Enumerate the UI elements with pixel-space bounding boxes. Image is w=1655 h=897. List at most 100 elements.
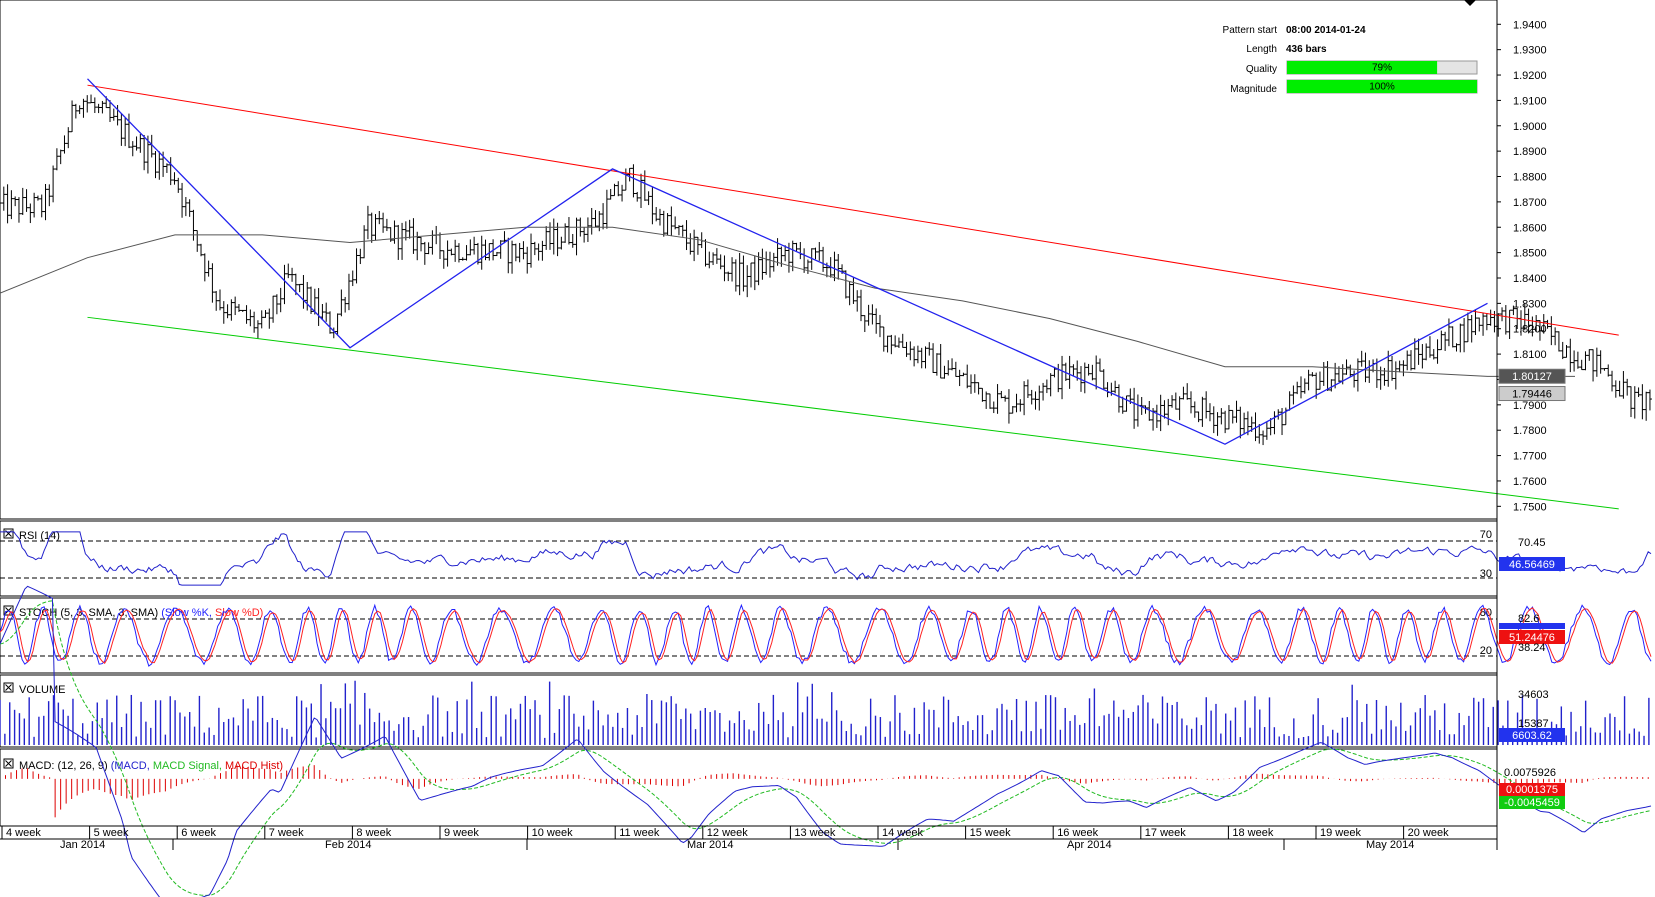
stoch-k-legend: (Slow %K, [161, 607, 212, 619]
stoch-level-20-label: 20 [1480, 645, 1492, 657]
price-tag-text: 1.79446 [1512, 389, 1552, 401]
rsi-axis-tick-70-45: 70.45 [1518, 537, 1546, 549]
price-tag-box [1498, 386, 1566, 402]
price-tag-box [1498, 368, 1566, 384]
stoch-value-tag [1499, 630, 1565, 644]
macd-close-icon-glyph [5, 760, 12, 767]
week-label: 14 week [882, 827, 923, 839]
price-axis-label: 1.9300 [1513, 45, 1547, 57]
magnitude-value: 100% [1369, 82, 1395, 93]
month-label: Apr 2014 [1067, 839, 1112, 851]
price-tags: 1.80127 1.79446 [1498, 368, 1566, 402]
pattern-zigzag-line [87, 78, 1488, 445]
stoch-k-line [0, 603, 1652, 667]
magnitude-label: Magnitude [1230, 84, 1277, 95]
price-axis-label: 1.7900 [1513, 400, 1547, 412]
month-label: May 2014 [1366, 839, 1414, 851]
price-panel: 1.75001.76001.77001.78001.79001.80001.81… [0, 0, 1652, 520]
price-axis-label: 1.8800 [1513, 172, 1547, 184]
week-label: 15 week [970, 827, 1011, 839]
price-axis-label: 1.8100 [1513, 349, 1547, 361]
stoch-d-legend: Slow %D) [215, 607, 263, 619]
price-tag-text: 1.80127 [1512, 371, 1552, 383]
stoch-axis-tick-38-24: 38.24 [1518, 642, 1546, 654]
volume-axis-tick-34603: 34603 [1518, 689, 1549, 701]
macd-signal-line [0, 600, 1652, 896]
macd-hist-legend: MACD Hist) [225, 760, 283, 772]
month-label: Feb 2014 [325, 839, 371, 851]
x-axis: 4 week 5 week 6 week 7 week 8 week 9 week 10 w… [0, 0, 1498, 851]
rsi-level-30-label: 30 [1480, 568, 1492, 580]
quality-label: Quality [1246, 64, 1277, 75]
week-label: 18 week [1232, 827, 1273, 839]
support-line [87, 316, 1619, 510]
price-axis-label: 1.8600 [1513, 222, 1547, 234]
week-label: 5 week [94, 827, 129, 839]
month-label: Mar 2014 [687, 839, 733, 851]
magnitude-bar-fill [1287, 80, 1477, 93]
resistance-line [87, 84, 1619, 336]
price-axis-label: 1.9100 [1513, 95, 1547, 107]
pattern-start-label: Pattern start [1223, 25, 1278, 36]
price-axis-label: 1.8300 [1513, 298, 1547, 310]
rsi-panel: RSI (14) 70 30 70.45 46.56469 [0, 520, 1652, 597]
stoch-value-tag-text: 51.24476 [1509, 632, 1555, 644]
pattern-start-value: 08:00 2014-01-24 [1286, 25, 1366, 36]
week-label: 16 week [1057, 827, 1098, 839]
volume-close-icon-glyph [5, 684, 12, 691]
volume-value-tag-text: 6603.62 [1512, 730, 1552, 742]
rsi-value-tag-text: 46.56469 [1509, 559, 1555, 571]
price-axis-label: 1.8700 [1513, 197, 1547, 209]
price-axis-label: 1.9400 [1513, 19, 1547, 31]
week-label: 17 week [1145, 827, 1186, 839]
stoch-d-line [0, 607, 1652, 664]
scroll-marker-icon[interactable] [1464, 0, 1476, 6]
week-label: 11 week [619, 827, 660, 839]
price-axis-label: 1.7600 [1513, 476, 1547, 488]
week-label: 7 week [269, 827, 304, 839]
week-labels: 4 week 5 week 6 week 7 week 8 week 9 week 10 w… [1, 826, 1449, 839]
macd-signal-value-tag [1499, 796, 1565, 809]
volume-bars [0, 680, 1650, 745]
price-axis-label: 1.9200 [1513, 70, 1547, 82]
month-label: Jan 2014 [60, 839, 105, 851]
rsi-value-tag [1499, 557, 1565, 571]
month-labels: Jan 2014 Feb 2014 Mar 2014 Apr 2014 May 2014 [60, 839, 1414, 851]
quality-value: 79% [1372, 63, 1392, 74]
price-axis-label: 1.8900 [1513, 146, 1547, 158]
moving-average-line [0, 226, 1575, 377]
rsi-level-70-label: 70 [1480, 529, 1492, 541]
price-axis-label: 1.7500 [1513, 501, 1547, 513]
pattern-info-box: Pattern start 08:00 2014-01-24 Length 43… [1223, 25, 1478, 95]
week-label: 19 week [1320, 827, 1361, 839]
week-label: 9 week [444, 827, 479, 839]
rsi-line [0, 531, 1652, 586]
macd-signal-value-tag-text: -0.0045459 [1504, 797, 1560, 809]
volume-panel: VOLUME 34603 15387 6603.62 [0, 674, 1650, 748]
week-label: 8 week [356, 827, 391, 839]
price-bars [0, 94, 1652, 446]
price-axis-label: 1.7700 [1513, 451, 1547, 463]
week-label: 4 week [6, 827, 41, 839]
macd-line [0, 585, 1652, 897]
price-axis-label: 1.9000 [1513, 121, 1547, 133]
length-value: 436 bars [1286, 44, 1327, 55]
volume-title: VOLUME [19, 684, 65, 696]
macd-legend: (MACD, [111, 760, 150, 772]
macd-value-tag [1499, 783, 1565, 796]
week-label: 10 week [532, 827, 573, 839]
macd-value-tag-text: 0.0001375 [1506, 784, 1558, 796]
macd-axis-tick: 0.0075926 [1504, 767, 1556, 779]
week-label: 13 week [794, 827, 835, 839]
macd-histogram [5, 765, 1649, 818]
length-label: Length [1246, 44, 1277, 55]
quality-bar-fill [1287, 61, 1438, 74]
price-axis-label: 1.7800 [1513, 425, 1547, 437]
macd-signal-legend: MACD Signal, [153, 760, 222, 772]
price-axis-label: 1.8400 [1513, 273, 1547, 285]
macd-title: MACD: (12, 26, 9) (MACD, MACD Signal, MA… [19, 760, 283, 772]
rsi-title: RSI (14) [19, 530, 60, 542]
volume-axis-tick-15387: 15387 [1518, 718, 1549, 730]
stoch-k-tag-strip [1499, 623, 1565, 629]
